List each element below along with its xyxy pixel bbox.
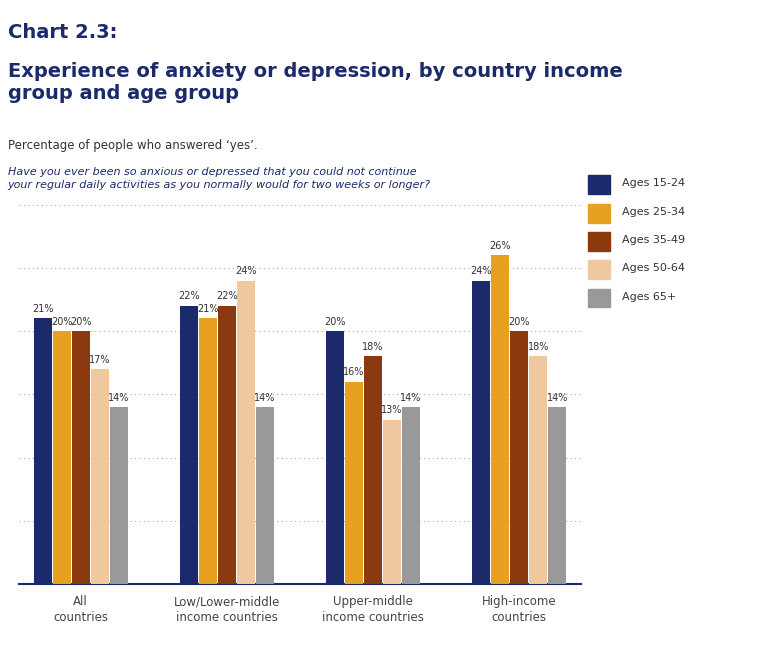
Bar: [198, 318, 217, 584]
Text: 24%: 24%: [235, 266, 257, 276]
Text: Percentage of people who answered ‘yes’.: Percentage of people who answered ‘yes’.: [8, 139, 258, 152]
Bar: [588, 232, 611, 251]
Text: 17%: 17%: [89, 354, 111, 364]
Bar: [91, 369, 108, 584]
Bar: [180, 306, 198, 584]
Bar: [52, 331, 71, 584]
Text: 20%: 20%: [325, 317, 346, 327]
Text: Ages 50-64: Ages 50-64: [622, 263, 685, 273]
Bar: [491, 255, 509, 584]
Bar: [34, 318, 52, 584]
Text: Ages 15-24: Ages 15-24: [622, 178, 685, 188]
Text: wellcome: wellcome: [646, 634, 696, 644]
Text: Ages 65+: Ages 65+: [622, 292, 677, 302]
Text: 18%: 18%: [528, 342, 549, 352]
Text: Experience of anxiety or depression, by country income
group and age group: Experience of anxiety or depression, by …: [8, 61, 622, 104]
Text: 26%: 26%: [489, 241, 511, 251]
Text: 20%: 20%: [70, 317, 92, 327]
Text: 16%: 16%: [343, 367, 365, 378]
Bar: [237, 280, 255, 584]
Bar: [472, 280, 490, 584]
Bar: [364, 356, 382, 584]
Bar: [402, 407, 420, 584]
Text: 18%: 18%: [362, 342, 384, 352]
Bar: [529, 356, 548, 584]
Bar: [110, 407, 128, 584]
Text: 20%: 20%: [51, 317, 72, 327]
Text: Ages 25-34: Ages 25-34: [622, 207, 685, 216]
Text: 21%: 21%: [32, 304, 53, 314]
Bar: [588, 260, 611, 279]
Text: Have you ever been so anxious or depressed that you could not continue
your regu: Have you ever been so anxious or depress…: [8, 166, 431, 189]
Bar: [218, 306, 236, 584]
Bar: [383, 420, 401, 584]
Text: Ages 35-49: Ages 35-49: [622, 235, 685, 245]
Bar: [588, 288, 611, 308]
Bar: [256, 407, 274, 584]
Text: 14%: 14%: [254, 393, 275, 403]
Bar: [588, 176, 611, 194]
Bar: [588, 204, 611, 222]
Text: 14%: 14%: [401, 393, 421, 403]
Text: 13%: 13%: [381, 405, 403, 415]
Text: W: W: [652, 589, 690, 622]
Text: 14%: 14%: [547, 393, 568, 403]
Text: 20%: 20%: [508, 317, 530, 327]
Text: 14%: 14%: [108, 393, 129, 403]
Text: 22%: 22%: [216, 291, 238, 302]
Text: Chart 2.3:: Chart 2.3:: [8, 23, 117, 42]
Bar: [510, 331, 528, 584]
Bar: [72, 331, 90, 584]
Text: 22%: 22%: [178, 291, 200, 302]
Bar: [326, 331, 344, 584]
Text: 24%: 24%: [471, 266, 492, 276]
Bar: [548, 407, 566, 584]
Text: 21%: 21%: [197, 304, 218, 314]
Bar: [345, 381, 363, 584]
